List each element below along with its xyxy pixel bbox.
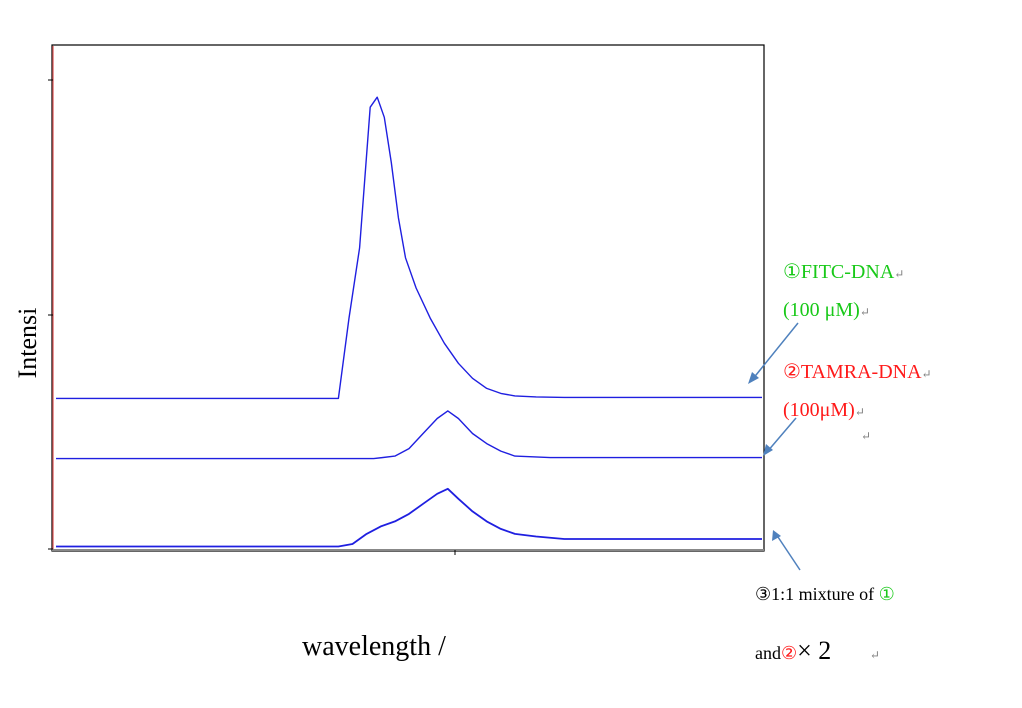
series-layer bbox=[56, 96, 762, 548]
mixture-label-line2: and②× 2 ↵ bbox=[755, 638, 880, 664]
y-axis-label: Intensi bbox=[13, 307, 42, 379]
fitc-name: ①FITC-DNA bbox=[783, 261, 895, 283]
arrow-mixture bbox=[775, 533, 801, 571]
mixture-text: ③1:1 mixture of bbox=[755, 584, 879, 604]
tamra-concentration: (100μM)↵ bbox=[783, 400, 865, 420]
arrow-layer bbox=[748, 322, 801, 571]
arrowhead-mixture bbox=[772, 530, 781, 541]
tamra-name: ②TAMRA-DNA bbox=[783, 361, 922, 383]
arrowhead-tamra bbox=[763, 444, 773, 456]
arrow-tamra bbox=[766, 417, 797, 453]
tamra-label: ②TAMRA-DNA↵ bbox=[783, 362, 932, 382]
return-mark: ↵ bbox=[921, 367, 932, 381]
mixture-ref-fitc: ① bbox=[878, 584, 895, 604]
return-mark: ↵ bbox=[859, 305, 870, 319]
series-fitc-line bbox=[56, 96, 762, 400]
return-mark: ↵ bbox=[869, 648, 880, 662]
mixture-label-line1: ③1:1 mixture of ① bbox=[755, 585, 895, 603]
series-mixture-line bbox=[56, 487, 762, 548]
mixture-and: and bbox=[755, 643, 781, 663]
return-mark: ↵ bbox=[894, 267, 905, 281]
arrowhead-fitc bbox=[748, 372, 759, 384]
plot-frame bbox=[51, 44, 765, 552]
fitc-conc: (100 μM) bbox=[783, 299, 860, 321]
fitc-concentration: (100 μM)↵ bbox=[783, 300, 870, 320]
arrow-fitc bbox=[751, 322, 799, 381]
tamra-conc: (100μM) bbox=[783, 399, 855, 421]
return-mark: ↵ bbox=[854, 405, 865, 419]
fitc-label: ①FITC-DNA↵ bbox=[783, 262, 904, 282]
mixture-factor: × 2 bbox=[797, 636, 832, 665]
series-tamra-line bbox=[56, 410, 762, 460]
mixture-ref-tamra: ② bbox=[781, 643, 798, 663]
x-axis-label: wavelength / bbox=[302, 631, 446, 662]
return-mark-standalone: ↵ bbox=[861, 429, 872, 443]
